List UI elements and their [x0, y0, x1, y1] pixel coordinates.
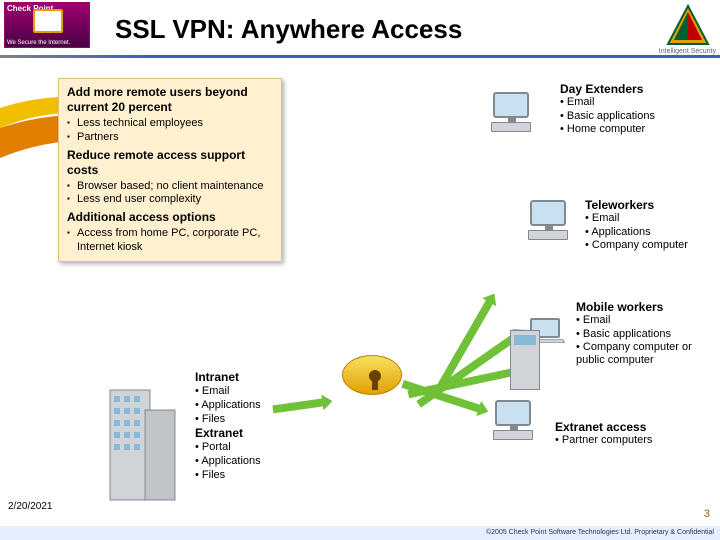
label-bullet: • Portal [195, 441, 261, 455]
label-bullet: • Email [195, 385, 261, 399]
label-bullet: • Applications [195, 399, 261, 413]
teleworkers-label: Teleworkers • Email • Applications • Com… [585, 198, 705, 252]
logo-tagline: We Secure the Internet. [7, 40, 70, 46]
label-bullet: • Email [576, 314, 716, 327]
slide-title: SSL VPN: Anywhere Access [115, 14, 462, 45]
label-bullet: • Applications [195, 455, 261, 469]
intranet-heading: Intranet [195, 370, 261, 385]
server-rack-icon [510, 330, 540, 390]
slide-date: 2/20/2021 [8, 501, 53, 512]
label-bullet: • Files [195, 413, 261, 427]
textbox-heading-1: Add more remote users beyond current 20 … [67, 85, 273, 115]
security-hub-icon [342, 355, 412, 411]
label-heading: Teleworkers [585, 198, 705, 212]
label-heading: Day Extenders [560, 82, 655, 96]
label-bullet: • Files [195, 469, 261, 483]
triangle-label: Intelligent Security [659, 48, 716, 55]
label-heading: Mobile workers [576, 300, 716, 314]
textbox-bullet: Access from home PC, corporate PC, Inter… [67, 227, 273, 255]
label-bullet: • Applications [585, 226, 705, 239]
textbox-heading-3: Additional access options [67, 210, 273, 225]
textbox-heading-2: Reduce remote access support costs [67, 148, 273, 178]
label-bullet: • Company computer [585, 239, 705, 252]
label-bullet: • Home computer [560, 123, 655, 136]
extranet-computer-icon [490, 400, 536, 440]
label-bullet: • Basic applications [576, 328, 716, 341]
label-bullet: • Email [560, 96, 655, 109]
textbox-bullet: Less end user complexity [67, 193, 273, 207]
intranet-extranet-label: Intranet • Email • Applications • Files … [195, 370, 261, 483]
day-extender-computer-icon [488, 92, 534, 132]
label-bullet: • Email [585, 212, 705, 225]
textbox-bullet: Less technical employees [67, 117, 273, 131]
title-underline [0, 55, 720, 58]
slide-number: 3 [704, 508, 710, 520]
textbox-bullet: Browser based; no client maintenance [67, 180, 273, 194]
label-bullet: • Partner computers [555, 434, 652, 447]
extranet-heading: Extranet [195, 426, 261, 441]
label-heading: Extranet access [555, 420, 652, 434]
extranet-access-label: Extranet access • Partner computers [555, 420, 652, 448]
footer-copyright: ©2005 Check Point Software Technologies … [0, 526, 720, 540]
mobile-workers-label: Mobile workers • Email • Basic applicati… [576, 300, 716, 367]
label-bullet: • Basic applications [560, 110, 655, 123]
textbox-bullet: Partners [67, 131, 273, 145]
building-icon [100, 380, 180, 510]
main-text-box: Add more remote users beyond current 20 … [58, 78, 282, 262]
triangle-logo-icon [666, 4, 710, 48]
day-extenders-label: Day Extenders • Email • Basic applicatio… [560, 82, 655, 136]
label-bullet: • Company computer or public computer [576, 341, 716, 367]
teleworker-computer-icon [525, 200, 571, 240]
